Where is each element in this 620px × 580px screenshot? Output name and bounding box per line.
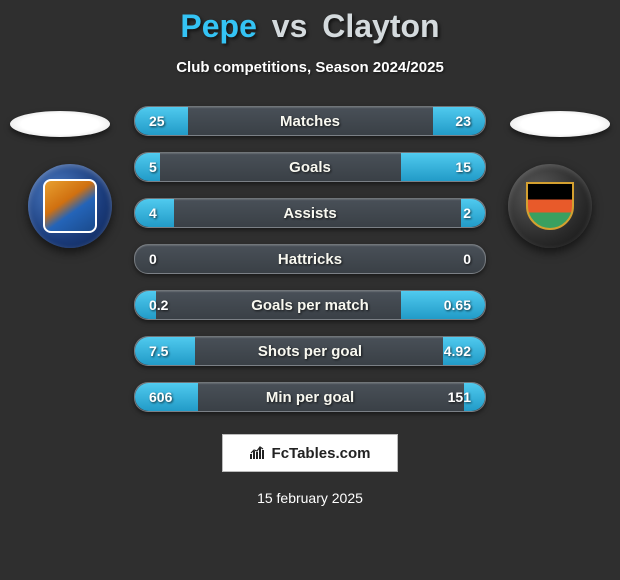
stat-label: Goals per match — [135, 297, 485, 314]
stat-label: Shots per goal — [135, 343, 485, 360]
fctables-logo[interactable]: FcTables.com — [222, 434, 398, 472]
stat-row: 0Hattricks0 — [134, 244, 486, 274]
stats-table: 25Matches235Goals154Assists20Hattricks00… — [134, 106, 486, 412]
stat-row: 25Matches23 — [134, 106, 486, 136]
player2-oval-platform — [510, 111, 610, 137]
stat-label: Goals — [135, 159, 485, 176]
stat-label: Assists — [135, 205, 485, 222]
main-container: 25Matches235Goals154Assists20Hattricks00… — [0, 106, 620, 412]
stat-row: 0.2Goals per match0.65 — [134, 290, 486, 320]
logo-chart-icon — [250, 445, 268, 462]
player1-oval-platform — [10, 111, 110, 137]
stat-value-right: 4.92 — [444, 343, 471, 359]
logo-text: FcTables.com — [272, 445, 371, 462]
stat-value-right: 15 — [455, 159, 471, 175]
stat-row: 4Assists2 — [134, 198, 486, 228]
stat-value-right: 23 — [455, 113, 471, 129]
stat-row: 7.5Shots per goal4.92 — [134, 336, 486, 366]
stat-value-right: 151 — [448, 389, 471, 405]
player1-name: Pepe — [180, 8, 256, 44]
player2-crest-icon — [526, 182, 574, 230]
stat-label: Min per goal — [135, 389, 485, 406]
stat-row: 5Goals15 — [134, 152, 486, 182]
comparison-title: Pepe vs Clayton — [0, 0, 620, 45]
stat-label: Matches — [135, 113, 485, 130]
stat-label: Hattricks — [135, 251, 485, 268]
player2-club-badge — [508, 164, 592, 248]
date-label: 15 february 2025 — [0, 490, 620, 506]
stat-value-right: 2 — [463, 205, 471, 221]
stat-value-right: 0 — [463, 251, 471, 267]
player2-name: Clayton — [322, 8, 439, 44]
player1-crest-icon — [43, 179, 97, 233]
vs-text: vs — [272, 8, 308, 44]
stat-row: 606Min per goal151 — [134, 382, 486, 412]
subtitle: Club competitions, Season 2024/2025 — [0, 59, 620, 76]
stat-value-right: 0.65 — [444, 297, 471, 313]
player1-club-badge — [28, 164, 112, 248]
